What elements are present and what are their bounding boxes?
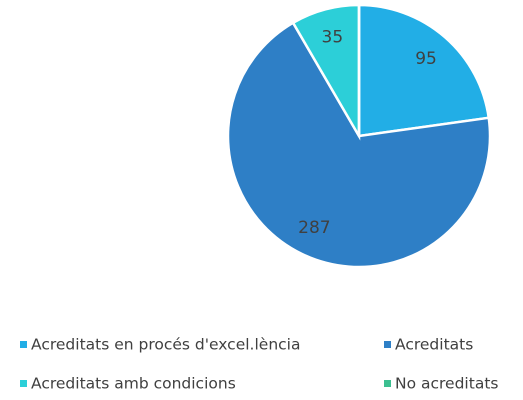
data-label: 35 — [322, 27, 344, 47]
legend-label: Acreditats en procés d'excel.lència — [31, 336, 300, 354]
legend-swatch — [384, 341, 391, 348]
pie-slice — [357, 3, 491, 138]
legend-swatch — [20, 380, 27, 387]
legend-label: Acreditats — [395, 336, 473, 354]
legend-swatch — [20, 341, 27, 348]
legend-swatch — [384, 380, 391, 387]
legend-label: Acreditats amb condicions — [31, 375, 236, 393]
legend-label: No acreditats — [395, 375, 498, 393]
data-label: 287 — [298, 218, 330, 238]
pie-slice — [226, 21, 492, 269]
data-label: 95 — [415, 49, 437, 69]
